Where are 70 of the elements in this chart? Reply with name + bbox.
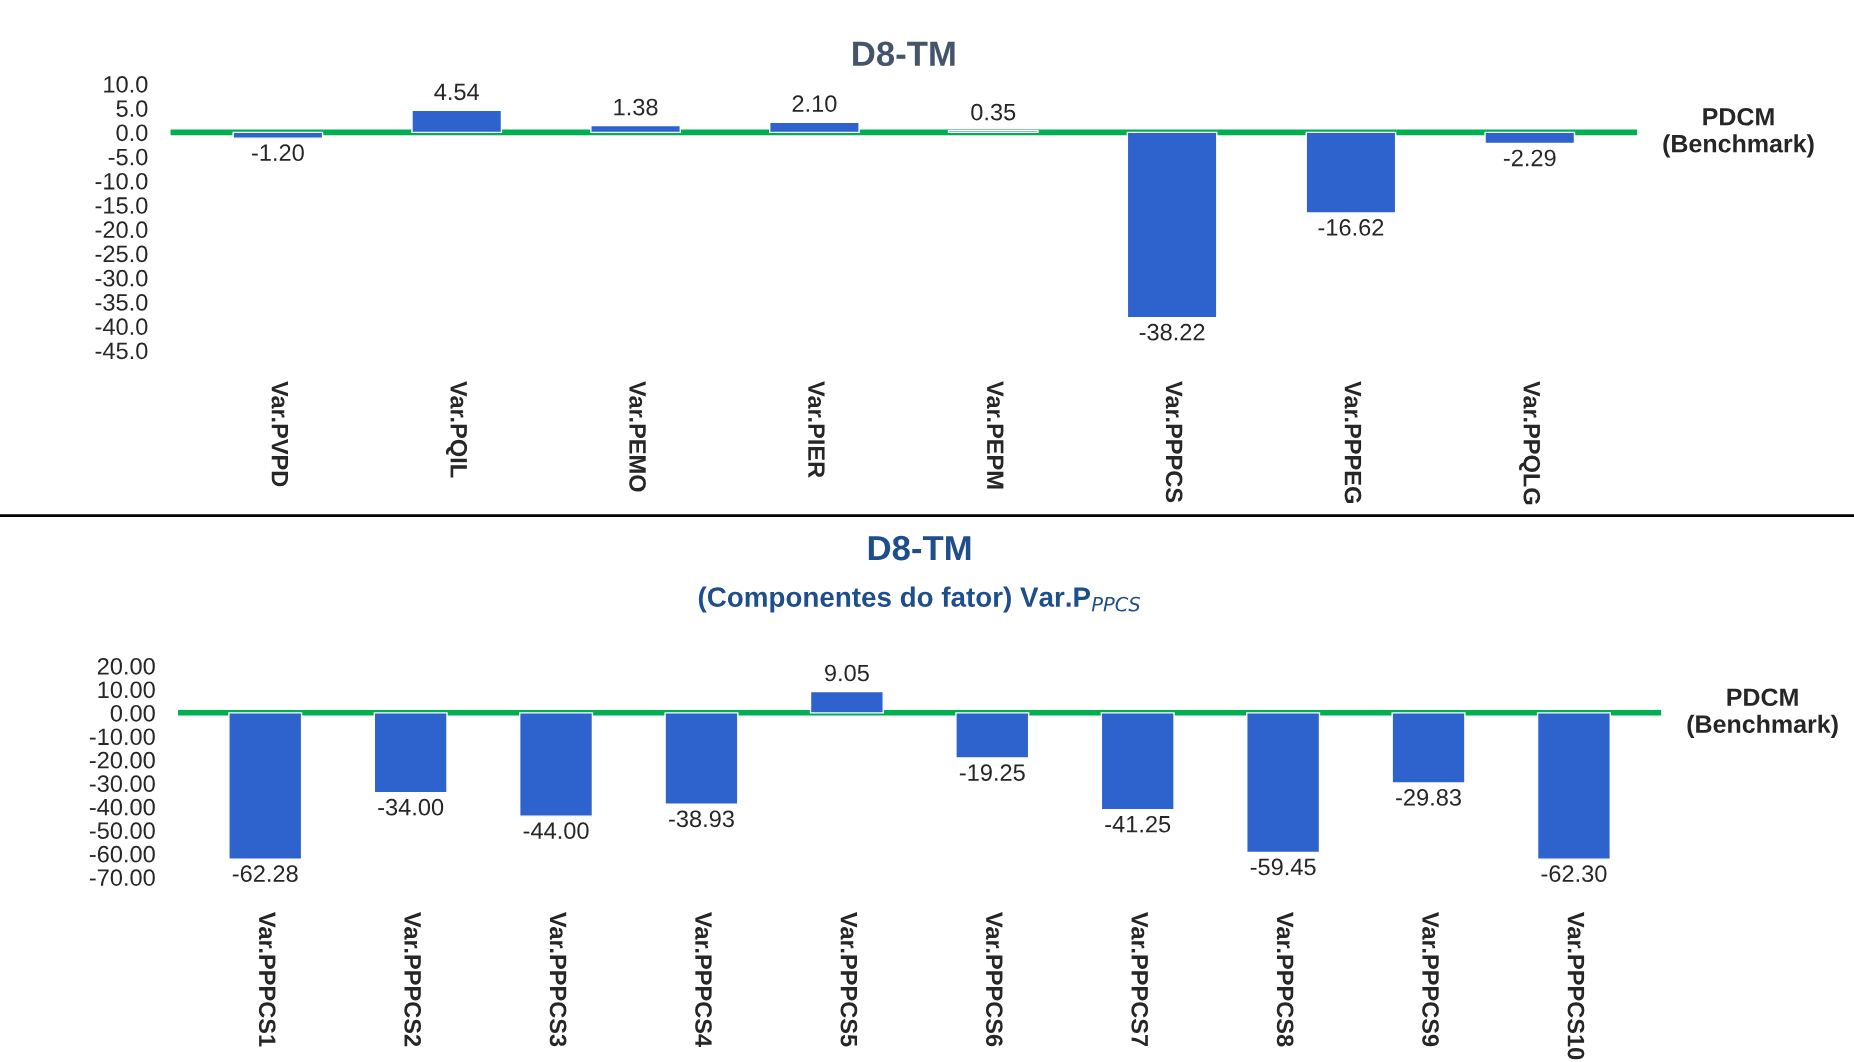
data-label: -38.93	[669, 810, 734, 828]
data-label: -34.00	[378, 798, 444, 816]
y-tick-label: 10.0	[104, 75, 148, 93]
x-tick-label: Var.PPPCS1	[258, 912, 276, 1047]
data-label: -41.25	[1105, 815, 1171, 833]
y-tick-label: -20.0	[95, 221, 148, 239]
y-tick-label: -10.00	[89, 728, 155, 746]
data-label: -16.62	[1318, 219, 1384, 236]
y-tick-label: -50.00	[89, 822, 155, 840]
chart-subtitle: (Componentes do fator) Var.P$_{PPCS}$	[698, 586, 1141, 613]
data-label: -44.00	[523, 822, 589, 840]
x-tick-label: Var.PPQLG	[1519, 381, 1541, 505]
data-label: -59.45	[1250, 858, 1316, 876]
chart-title: D8-TM	[853, 41, 955, 67]
x-tick-label: Var.PPPCS8	[1276, 912, 1294, 1047]
y-tick-label: -45.0	[95, 342, 148, 360]
bar	[411, 109, 503, 134]
data-label: -29.83	[1396, 789, 1461, 806]
x-tick-label: Var.PPPCS3	[549, 912, 567, 1047]
y-tick-label: -70.00	[89, 869, 155, 886]
data-label: 1.38	[614, 98, 658, 116]
data-label: -62.30	[1541, 865, 1607, 883]
data-label: -2.29	[1503, 149, 1556, 167]
ref-line-label: PDCM (Benchmark)	[1663, 107, 1814, 158]
y-tick-label: 20.00	[97, 657, 155, 675]
bar	[1484, 131, 1576, 145]
y-tick-label: -40.00	[89, 798, 155, 816]
x-tick-label: Var.PPPCS10	[1567, 912, 1585, 1060]
data-label: 4.54	[434, 83, 480, 101]
bar	[590, 124, 681, 134]
data-label: -38.22	[1139, 323, 1205, 341]
y-tick-label: -35.0	[95, 294, 148, 311]
bar	[1126, 131, 1218, 319]
data-label: 9.05	[825, 664, 869, 682]
x-tick-label: Var.PIER	[808, 381, 825, 478]
y-tick-label: -25.0	[95, 245, 148, 263]
x-tick-label: Var.PPPCS7	[1131, 912, 1149, 1047]
y-tick-label: 5.0	[116, 100, 148, 117]
x-tick-label: Var.PPPCS2	[404, 912, 422, 1047]
y-tick-label: -60.00	[89, 845, 155, 863]
x-tick-label: Var.PVPD	[271, 381, 289, 487]
y-tick-label: -30.00	[89, 775, 155, 793]
data-label: -62.28	[232, 865, 298, 882]
y-tick-label: -5.0	[108, 148, 148, 166]
x-tick-label: Var.PPPCS4	[695, 912, 712, 1048]
y-tick-label: -30.0	[95, 269, 148, 287]
x-tick-label: Var.PPPEG	[1344, 381, 1362, 503]
bar	[232, 131, 324, 139]
ref-line-label: PDCM (Benchmark)	[1687, 688, 1838, 738]
data-label: 2.10	[792, 95, 837, 112]
y-tick-label: 0.0	[116, 124, 148, 142]
y-tick-label: -20.00	[89, 751, 155, 769]
y-tick-label: -15.0	[95, 197, 148, 214]
y-tick-label: -10.0	[95, 172, 148, 190]
x-tick-label: Var.PEMO	[629, 381, 646, 492]
x-tick-label: Var.PPPCS5	[840, 912, 858, 1047]
data-label: 0.35	[971, 103, 1016, 121]
data-label: -1.20	[252, 144, 304, 162]
x-tick-label: Var.PPPCS6	[985, 912, 1003, 1047]
y-tick-label: -40.0	[95, 318, 148, 336]
bar	[1305, 131, 1397, 214]
x-tick-label: Var.PPPCS	[1165, 381, 1183, 503]
data-label: -19.25	[959, 764, 1025, 781]
x-tick-label: Var.PQIL	[445, 381, 468, 478]
chart-title: D8-TM	[868, 535, 971, 561]
x-tick-label: Var.PEPM	[986, 381, 1004, 489]
y-tick-label: 0.00	[110, 704, 155, 722]
bar	[768, 121, 860, 134]
y-tick-label: 10.00	[98, 681, 155, 699]
x-tick-label: Var.PPPCS9	[1422, 912, 1439, 1047]
